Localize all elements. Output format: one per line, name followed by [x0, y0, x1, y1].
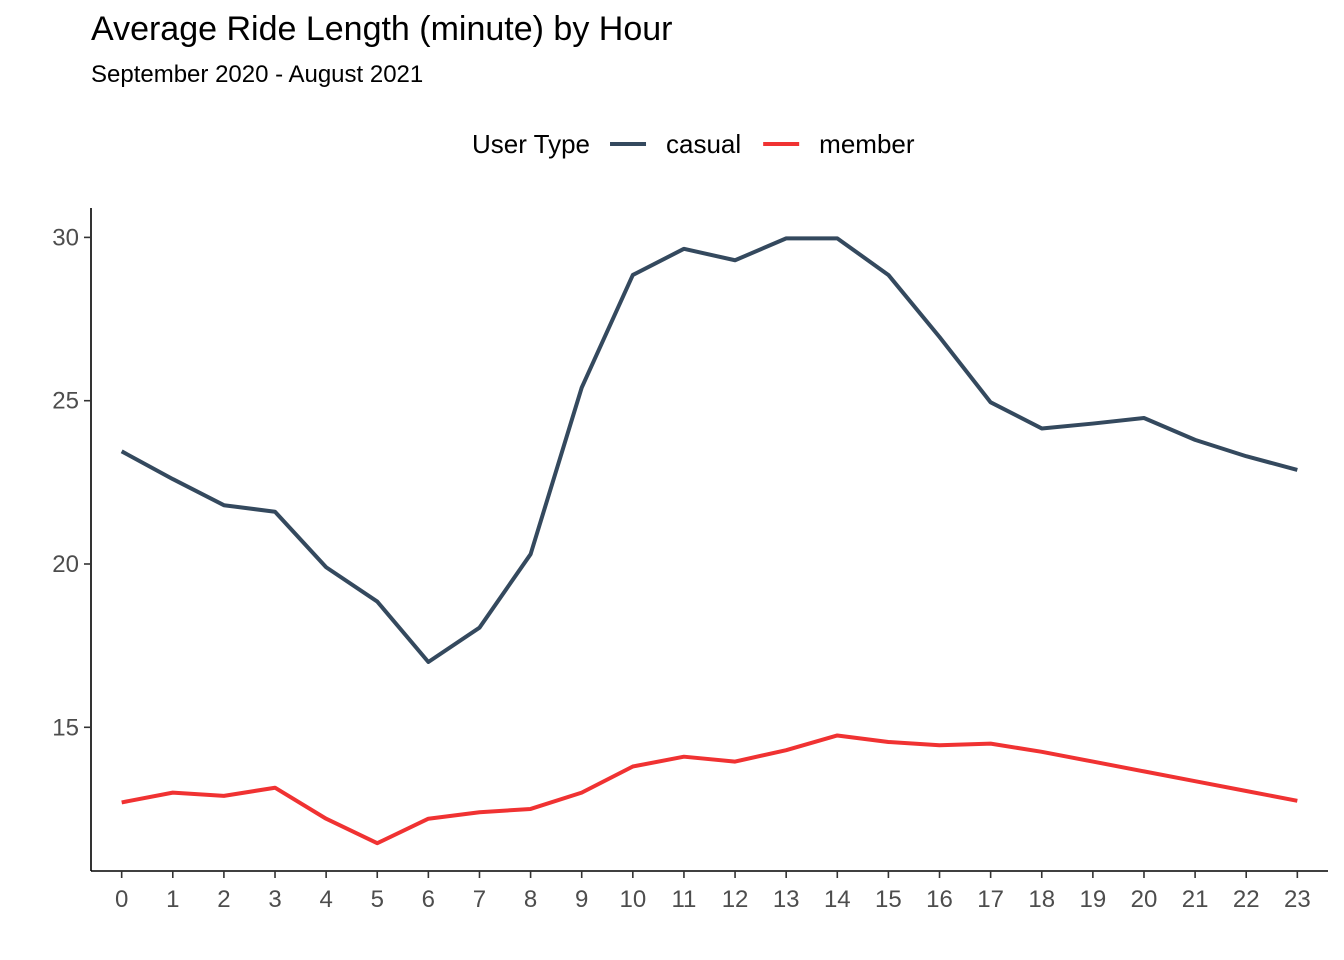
x-tick-label: 9: [575, 886, 588, 913]
series-line-casual: [120, 236, 1298, 664]
series-layer: [120, 236, 1298, 846]
x-tick-label: 4: [319, 886, 332, 913]
x-tick-label: 10: [619, 886, 646, 913]
y-ticks: 15 20 25 30: [52, 224, 91, 741]
y-tick-label: 15: [52, 714, 79, 741]
x-tick-label: 0: [115, 886, 128, 913]
chart-title: Average Ride Length (minute) by Hour: [91, 10, 673, 48]
y-tick-label: 20: [52, 551, 79, 578]
x-tick-label: 21: [1182, 886, 1209, 913]
x-tick-label: 1: [166, 886, 179, 913]
x-tick-label: 14: [824, 886, 851, 913]
x-tick-label: 17: [977, 886, 1004, 913]
x-tick-label: 20: [1131, 886, 1158, 913]
x-tick-label: 13: [773, 886, 800, 913]
y-tick-label: 30: [52, 224, 79, 251]
legend-label-member: member: [819, 129, 915, 159]
x-tick-label: 23: [1284, 886, 1311, 913]
series-line-member: [121, 733, 1298, 846]
x-tick-label: 19: [1080, 886, 1107, 913]
x-ticks: 0 1 2 3 4 5 6 7 8 9 10 11 12 13 14 15 16 17 18 19 20 21 22 23: [115, 871, 1311, 913]
legend-title: User Type: [472, 129, 590, 159]
x-tick-label: 2: [217, 886, 230, 913]
x-tick-label: 3: [268, 886, 281, 913]
x-tick-label: 11: [671, 886, 696, 913]
x-tick-label: 5: [371, 886, 384, 913]
x-tick-label: 15: [875, 886, 902, 913]
legend: User Type casual member: [472, 129, 915, 159]
x-tick-label: 6: [422, 886, 435, 913]
x-tick-label: 7: [473, 886, 486, 913]
x-tick-label: 12: [722, 886, 749, 913]
x-tick-label: 16: [926, 886, 953, 913]
x-tick-label: 22: [1233, 886, 1260, 913]
x-tick-label: 8: [524, 886, 537, 913]
legend-items: casual member: [610, 129, 915, 159]
legend-label-casual: casual: [666, 129, 741, 159]
chart-subtitle: September 2020 - August 2021: [91, 61, 424, 88]
y-tick-label: 25: [52, 388, 79, 415]
x-tick-label: 18: [1028, 886, 1055, 913]
